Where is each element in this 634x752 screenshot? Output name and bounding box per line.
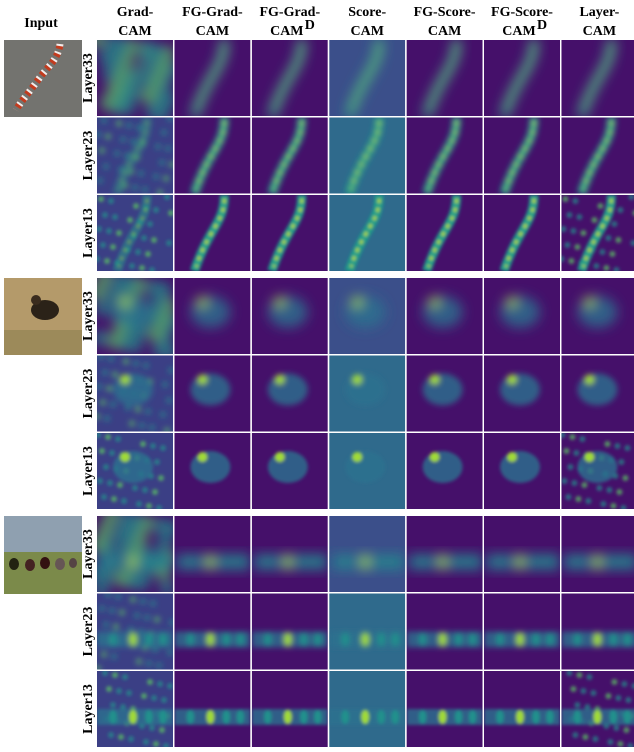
heatmap — [95, 592, 175, 672]
row-label: Layer23 — [81, 369, 96, 419]
heatmap — [561, 356, 634, 432]
heatmap — [174, 594, 250, 670]
heatmap — [329, 195, 405, 271]
heatmap — [89, 508, 179, 598]
input-image — [4, 516, 82, 594]
heatmap — [561, 670, 634, 749]
heatmap — [329, 118, 405, 194]
heatmap — [559, 432, 634, 511]
column-header-sup: D — [537, 18, 547, 33]
heatmap — [252, 356, 328, 432]
heatmap — [97, 670, 173, 749]
heatmap — [407, 40, 483, 116]
heatmap — [407, 671, 483, 747]
heatmap — [174, 118, 250, 194]
heatmap — [94, 194, 174, 273]
heatmap — [407, 195, 483, 271]
row-label: Layer13 — [81, 446, 96, 496]
heatmap — [407, 433, 483, 509]
column-header-bottom: CAM — [196, 24, 229, 39]
column-header-sup: D — [305, 18, 315, 33]
row-label: Layer33 — [81, 291, 96, 341]
heatmap — [484, 671, 560, 747]
heatmap — [558, 194, 634, 273]
row-label: Layer13 — [81, 684, 96, 734]
row-label: Layer23 — [81, 131, 96, 181]
heatmap — [484, 195, 560, 271]
column-header-top: FG-Grad- — [182, 5, 243, 20]
column-header-top: Grad- — [117, 5, 154, 20]
heatmap — [561, 118, 634, 194]
heatmap — [484, 356, 560, 432]
heatmap — [329, 278, 405, 354]
column-header-bottom: CAM — [583, 24, 616, 39]
column-header-top: FG-Score- — [414, 5, 476, 20]
heatmap — [174, 516, 250, 592]
heatmap — [407, 356, 483, 432]
heatmap — [561, 40, 634, 116]
heatmap — [252, 671, 328, 747]
heatmap — [407, 516, 483, 592]
heatmap — [329, 356, 405, 432]
row-label: Layer23 — [81, 607, 96, 657]
heatmap — [89, 32, 179, 122]
heatmap — [252, 118, 328, 194]
heatmap — [174, 433, 250, 509]
heatmap — [174, 278, 250, 354]
heatmap — [484, 594, 560, 670]
heatmap — [329, 433, 405, 509]
heatmap — [252, 195, 328, 271]
heatmap — [484, 118, 560, 194]
heatmap — [174, 671, 250, 747]
heatmap — [94, 354, 174, 434]
input-label: Input — [24, 16, 58, 31]
column-header-bottom: CAM — [118, 24, 151, 39]
figure: Input Grad-CAMFG-Grad-CAMFG-Grad-CAMDSco… — [0, 0, 634, 752]
heatmap — [484, 40, 560, 116]
column-header-bottom: CAM — [502, 24, 535, 39]
heatmap — [329, 40, 405, 116]
heatmap — [252, 278, 328, 354]
heatmap — [329, 671, 405, 747]
row-label: Layer33 — [81, 53, 96, 103]
row-label: Layer33 — [81, 529, 96, 579]
heatmap — [252, 433, 328, 509]
heatmap — [484, 433, 560, 509]
heatmap — [329, 594, 405, 670]
column-header-top: Layer- — [579, 5, 619, 20]
input-image — [4, 40, 82, 117]
heatmap — [484, 278, 560, 354]
heatmap — [561, 516, 634, 592]
heatmap — [95, 432, 173, 511]
heatmap — [484, 516, 560, 592]
heatmap — [407, 278, 483, 354]
heatmap — [407, 594, 483, 670]
column-header-bottom: CAM — [270, 24, 303, 39]
column-header-top: Score- — [348, 5, 386, 20]
heatmap — [252, 516, 328, 592]
heatmap — [561, 278, 634, 354]
heatmap — [174, 195, 250, 271]
column-header-bottom: CAM — [350, 24, 383, 39]
heatmap — [174, 40, 250, 116]
heatmap — [174, 356, 250, 432]
input-image — [4, 278, 82, 355]
heatmap — [561, 594, 634, 670]
heatmap — [252, 594, 328, 670]
heatmap — [95, 116, 175, 196]
heatmap — [407, 118, 483, 194]
heatmap — [252, 40, 328, 116]
heatmap — [90, 270, 180, 360]
column-header-bottom: CAM — [428, 24, 461, 39]
row-label: Layer13 — [81, 208, 96, 258]
heatmap — [329, 516, 405, 592]
